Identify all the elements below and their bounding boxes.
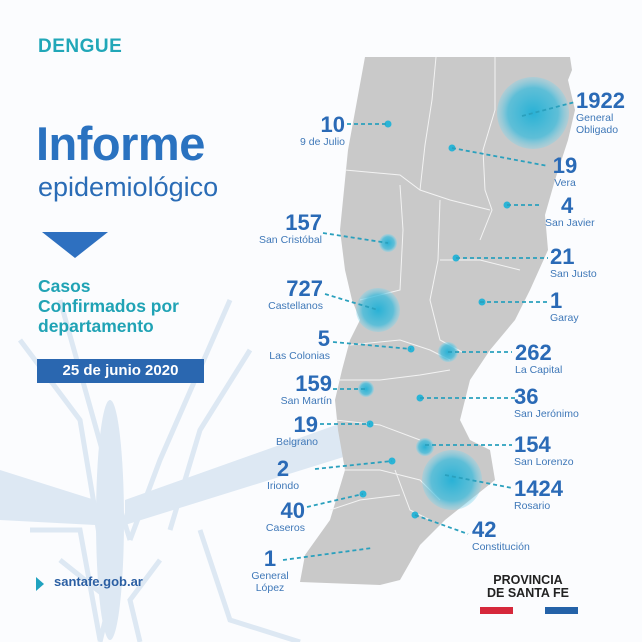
date-badge: 25 de junio 2020 bbox=[37, 359, 204, 383]
label-rosario: 1424 Rosario bbox=[514, 476, 563, 513]
label-san-jeronimo: 36 San Jerónimo bbox=[514, 384, 579, 421]
arrow-right-icon bbox=[36, 577, 44, 591]
label-belgrano: 19 Belgrano bbox=[275, 412, 318, 449]
label-constitucion: 42 Constitución bbox=[472, 517, 530, 554]
province-shape bbox=[300, 57, 575, 585]
label-san-justo: 21 San Justo bbox=[550, 244, 597, 281]
label-la-capital: 262 La Capital bbox=[515, 340, 563, 377]
logo-red-stripe bbox=[480, 607, 513, 614]
label-las-colonias: 5 Las Colonias bbox=[269, 326, 330, 363]
province-logo: PROVINCIA DE SANTA FE bbox=[487, 573, 569, 600]
bubble-san-martin bbox=[358, 381, 374, 397]
label-general-obligado: 1922 General Obligado bbox=[576, 88, 625, 137]
label-san-cristobal: 157 San Cristóbal bbox=[258, 210, 322, 247]
bubble-castellanos bbox=[356, 288, 400, 332]
label-san-javier: 4 San Javier bbox=[545, 193, 595, 230]
label-san-martin: 159 San Martín bbox=[280, 371, 332, 408]
website-link[interactable]: santafe.gob.ar bbox=[54, 574, 143, 589]
page-title: Informe bbox=[36, 117, 205, 170]
bubble-general-obligado bbox=[497, 77, 569, 149]
label-garay: 1 Garay bbox=[550, 288, 579, 325]
section-heading: Casos Confirmados por departamento bbox=[38, 276, 179, 336]
bubble-san-lorenzo bbox=[416, 438, 434, 456]
label-vera: 19 Vera bbox=[552, 153, 578, 190]
topic-tag: DENGUE bbox=[38, 36, 123, 57]
label-caseros: 40 Caseros bbox=[265, 498, 305, 535]
label-san-lorenzo: 154 San Lorenzo bbox=[514, 432, 574, 469]
triangle-down-icon bbox=[42, 232, 108, 258]
logo-blue-stripe bbox=[545, 607, 578, 614]
page-subtitle: epidemiológico bbox=[38, 172, 219, 202]
bubble-rosario bbox=[422, 450, 482, 510]
label-general-lopez: 1 General López bbox=[251, 546, 289, 595]
label-9-de-julio: 10 9 de Julio bbox=[300, 112, 345, 149]
label-castellanos: 727 Castellanos bbox=[268, 276, 323, 313]
label-iriondo: 2 Iriondo bbox=[266, 456, 300, 493]
